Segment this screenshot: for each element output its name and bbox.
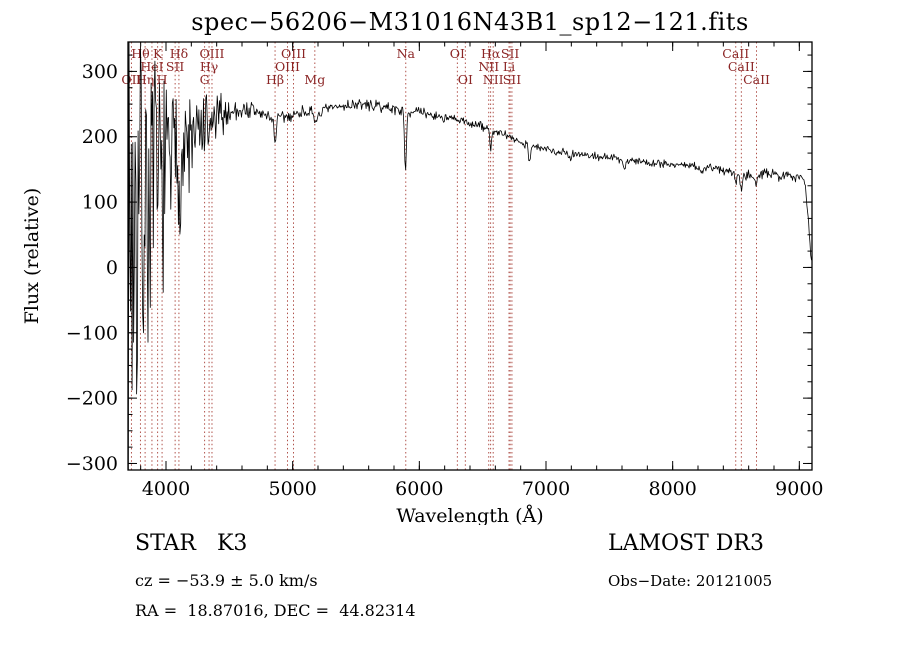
y-tick-label: −300 bbox=[66, 453, 118, 475]
spectral-line-label-OI: OI bbox=[458, 72, 473, 87]
spectral-line-label-CaII: CaII bbox=[728, 59, 755, 74]
x-axis-label: Wavelength (Å) bbox=[396, 505, 543, 525]
obs-date: Obs−Date: 20121005 bbox=[608, 572, 773, 590]
spectral-line-label-SII: SII bbox=[166, 59, 185, 74]
plot-frame bbox=[127, 41, 813, 471]
spectral-line-label-Hβ: Hβ bbox=[266, 72, 284, 87]
x-tick-label: 4000 bbox=[142, 478, 190, 500]
spectral-line-label-Hδ: Hδ bbox=[170, 46, 188, 61]
x-tick-label: 8000 bbox=[648, 478, 696, 500]
y-tick-label: −100 bbox=[66, 322, 118, 344]
spectral-line-label-Hα: Hα bbox=[481, 46, 501, 61]
spectral-line-label-NII: NII bbox=[478, 59, 499, 74]
y-tick-label: 0 bbox=[106, 257, 118, 279]
spectral-line-label-SII: SII bbox=[501, 46, 520, 61]
x-tick-label: 5000 bbox=[268, 478, 316, 500]
spectral-line-label-Hγ: Hγ bbox=[200, 59, 218, 74]
y-axis-label: Flux (relative) bbox=[21, 188, 43, 325]
survey-label: LAMOST DR3 bbox=[608, 531, 764, 556]
spectral-line-label-G: G bbox=[200, 72, 210, 87]
x-tick-label: 7000 bbox=[522, 478, 570, 500]
spectral-line-label-OII: OII bbox=[121, 72, 141, 87]
spectrum-trace bbox=[128, 42, 812, 470]
cz-value: cz = −53.9 ± 5.0 km/s bbox=[135, 571, 318, 590]
y-tick-label: 200 bbox=[82, 126, 118, 148]
axis-ticks bbox=[128, 42, 812, 470]
spectral-line-label-H: H bbox=[157, 72, 168, 87]
spectral-line-label-SII: SII bbox=[503, 72, 522, 87]
spectral-line-label-OIII: OIII bbox=[281, 46, 306, 61]
spectral-line-label-OI: OI bbox=[450, 46, 465, 61]
x-tick-label: 6000 bbox=[395, 478, 443, 500]
y-tick-label: 100 bbox=[82, 192, 118, 214]
y-tick-label: −200 bbox=[66, 388, 118, 410]
spectral-line-label-OIII: OIII bbox=[275, 59, 300, 74]
y-tick-label: 300 bbox=[82, 61, 118, 83]
object-class-label: STAR K3 bbox=[135, 531, 248, 556]
spectral-line-label-CaII: CaII bbox=[743, 72, 770, 87]
spectrum-chart: OII Hθ Hη HeI K H SII Hδ G Hγ OIII Hβ OIII OIII Mg Na OI… bbox=[21, 41, 824, 527]
spectral-line-label-CaII: CaII bbox=[722, 46, 749, 61]
spectral-line-label-Mg: Mg bbox=[304, 72, 325, 87]
spectral-line-label-NII: NII bbox=[483, 72, 504, 87]
spectral-line-label-Na: Na bbox=[397, 46, 416, 61]
spectral-line-label-K: K bbox=[153, 46, 163, 61]
x-tick-label: 9000 bbox=[775, 478, 823, 500]
ra-dec-coords: RA = 18.87016, DEC = 44.82314 bbox=[135, 601, 416, 620]
page-title: spec−56206−M31016N43B1_sp12−121.fits bbox=[191, 8, 749, 36]
spectral-line-label-OIII: OIII bbox=[199, 46, 224, 61]
